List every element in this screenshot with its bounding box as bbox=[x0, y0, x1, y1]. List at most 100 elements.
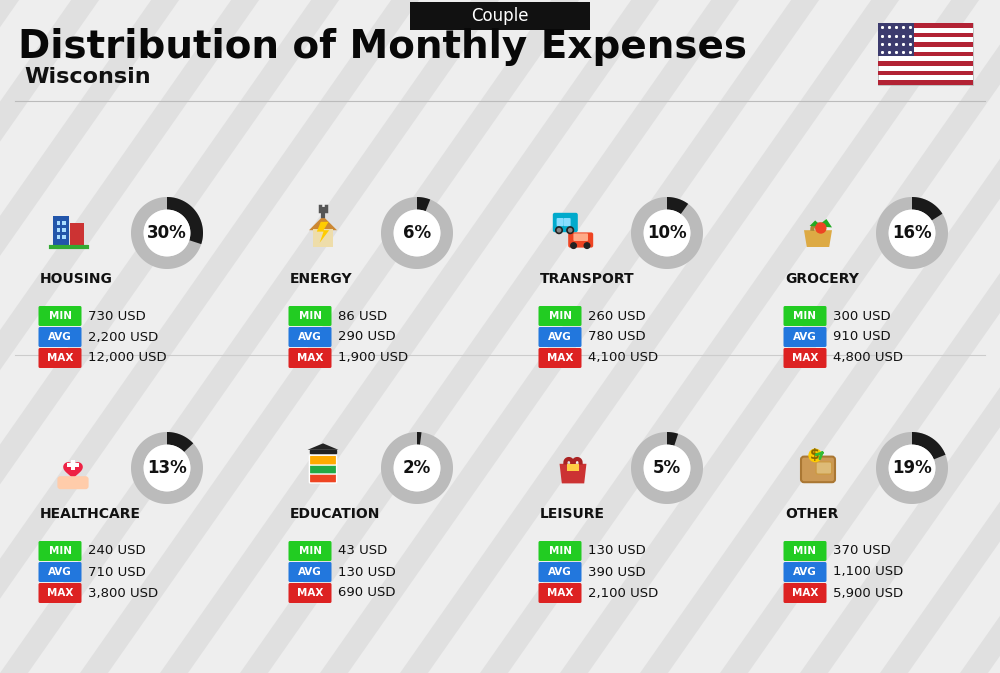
FancyBboxPatch shape bbox=[288, 306, 332, 326]
Text: 30%: 30% bbox=[147, 224, 187, 242]
Polygon shape bbox=[800, 0, 1000, 673]
FancyBboxPatch shape bbox=[816, 462, 832, 474]
Text: AVG: AVG bbox=[298, 332, 322, 342]
FancyBboxPatch shape bbox=[878, 61, 973, 66]
Polygon shape bbox=[667, 432, 678, 446]
FancyBboxPatch shape bbox=[62, 228, 66, 232]
Text: MIN: MIN bbox=[794, 311, 816, 321]
Polygon shape bbox=[480, 0, 979, 673]
FancyBboxPatch shape bbox=[784, 327, 826, 347]
Text: MAX: MAX bbox=[792, 588, 818, 598]
Text: 300 USD: 300 USD bbox=[833, 310, 891, 322]
Text: 2,100 USD: 2,100 USD bbox=[588, 586, 658, 600]
Text: MIN: MIN bbox=[548, 546, 572, 556]
FancyBboxPatch shape bbox=[62, 236, 66, 239]
FancyBboxPatch shape bbox=[288, 541, 332, 561]
FancyBboxPatch shape bbox=[57, 476, 89, 489]
Polygon shape bbox=[310, 450, 336, 454]
Polygon shape bbox=[0, 0, 499, 673]
FancyBboxPatch shape bbox=[784, 348, 826, 368]
Polygon shape bbox=[240, 0, 739, 673]
Text: MAX: MAX bbox=[547, 353, 573, 363]
Polygon shape bbox=[889, 445, 935, 491]
Text: Wisconsin: Wisconsin bbox=[24, 67, 151, 87]
Text: MIN: MIN bbox=[48, 311, 72, 321]
FancyBboxPatch shape bbox=[573, 234, 588, 241]
Polygon shape bbox=[631, 197, 703, 269]
Circle shape bbox=[584, 243, 590, 248]
Text: LEISURE: LEISURE bbox=[540, 507, 605, 521]
Polygon shape bbox=[167, 197, 203, 244]
FancyBboxPatch shape bbox=[309, 464, 337, 474]
Polygon shape bbox=[67, 460, 79, 470]
Text: MAX: MAX bbox=[547, 588, 573, 598]
Polygon shape bbox=[644, 209, 690, 256]
Text: HEALTHCARE: HEALTHCARE bbox=[40, 507, 141, 521]
Polygon shape bbox=[394, 445, 440, 491]
Polygon shape bbox=[144, 209, 190, 256]
Text: 130 USD: 130 USD bbox=[338, 565, 396, 579]
Text: MIN: MIN bbox=[298, 311, 322, 321]
Polygon shape bbox=[560, 0, 1000, 673]
FancyBboxPatch shape bbox=[878, 71, 973, 75]
FancyBboxPatch shape bbox=[878, 23, 973, 85]
Polygon shape bbox=[131, 432, 203, 504]
Polygon shape bbox=[876, 197, 948, 269]
Polygon shape bbox=[309, 216, 337, 230]
Polygon shape bbox=[63, 462, 83, 480]
Text: 10%: 10% bbox=[647, 224, 687, 242]
Polygon shape bbox=[417, 432, 422, 445]
Text: 43 USD: 43 USD bbox=[338, 544, 387, 557]
Polygon shape bbox=[167, 432, 193, 452]
Text: EDUCATION: EDUCATION bbox=[290, 507, 380, 521]
FancyBboxPatch shape bbox=[57, 221, 60, 225]
FancyBboxPatch shape bbox=[410, 2, 590, 30]
Polygon shape bbox=[0, 0, 339, 673]
Text: MAX: MAX bbox=[792, 353, 818, 363]
Text: AVG: AVG bbox=[48, 567, 72, 577]
Polygon shape bbox=[394, 209, 440, 256]
Text: GROCERY: GROCERY bbox=[785, 272, 859, 286]
FancyBboxPatch shape bbox=[567, 464, 579, 471]
Text: 260 USD: 260 USD bbox=[588, 310, 646, 322]
Text: 910 USD: 910 USD bbox=[833, 330, 891, 343]
Polygon shape bbox=[80, 0, 579, 673]
Circle shape bbox=[557, 229, 561, 232]
FancyBboxPatch shape bbox=[538, 583, 582, 603]
FancyBboxPatch shape bbox=[538, 348, 582, 368]
Text: MAX: MAX bbox=[297, 588, 323, 598]
Text: MIN: MIN bbox=[548, 311, 572, 321]
Text: 6%: 6% bbox=[403, 224, 431, 242]
Text: 5%: 5% bbox=[653, 459, 681, 477]
FancyBboxPatch shape bbox=[38, 541, 82, 561]
FancyBboxPatch shape bbox=[801, 456, 835, 482]
Text: 3,800 USD: 3,800 USD bbox=[88, 586, 158, 600]
FancyBboxPatch shape bbox=[538, 562, 582, 582]
FancyBboxPatch shape bbox=[38, 562, 82, 582]
Polygon shape bbox=[889, 209, 935, 256]
Text: 12,000 USD: 12,000 USD bbox=[88, 351, 167, 365]
Polygon shape bbox=[0, 0, 99, 673]
FancyBboxPatch shape bbox=[878, 23, 914, 57]
Polygon shape bbox=[0, 0, 419, 673]
FancyBboxPatch shape bbox=[288, 327, 332, 347]
Polygon shape bbox=[631, 432, 703, 504]
Text: AVG: AVG bbox=[298, 567, 322, 577]
Text: 16%: 16% bbox=[892, 224, 932, 242]
Polygon shape bbox=[876, 432, 948, 504]
Text: AVG: AVG bbox=[793, 332, 817, 342]
FancyBboxPatch shape bbox=[878, 80, 973, 85]
FancyBboxPatch shape bbox=[288, 562, 332, 582]
FancyBboxPatch shape bbox=[564, 218, 571, 226]
Text: HOUSING: HOUSING bbox=[40, 272, 113, 286]
Polygon shape bbox=[640, 0, 1000, 673]
Polygon shape bbox=[0, 0, 179, 673]
FancyBboxPatch shape bbox=[309, 473, 337, 483]
Polygon shape bbox=[400, 0, 899, 673]
FancyBboxPatch shape bbox=[538, 306, 582, 326]
Polygon shape bbox=[0, 0, 259, 673]
Polygon shape bbox=[960, 0, 1000, 673]
Polygon shape bbox=[0, 0, 19, 673]
Text: 13%: 13% bbox=[147, 459, 187, 477]
Polygon shape bbox=[804, 230, 832, 247]
